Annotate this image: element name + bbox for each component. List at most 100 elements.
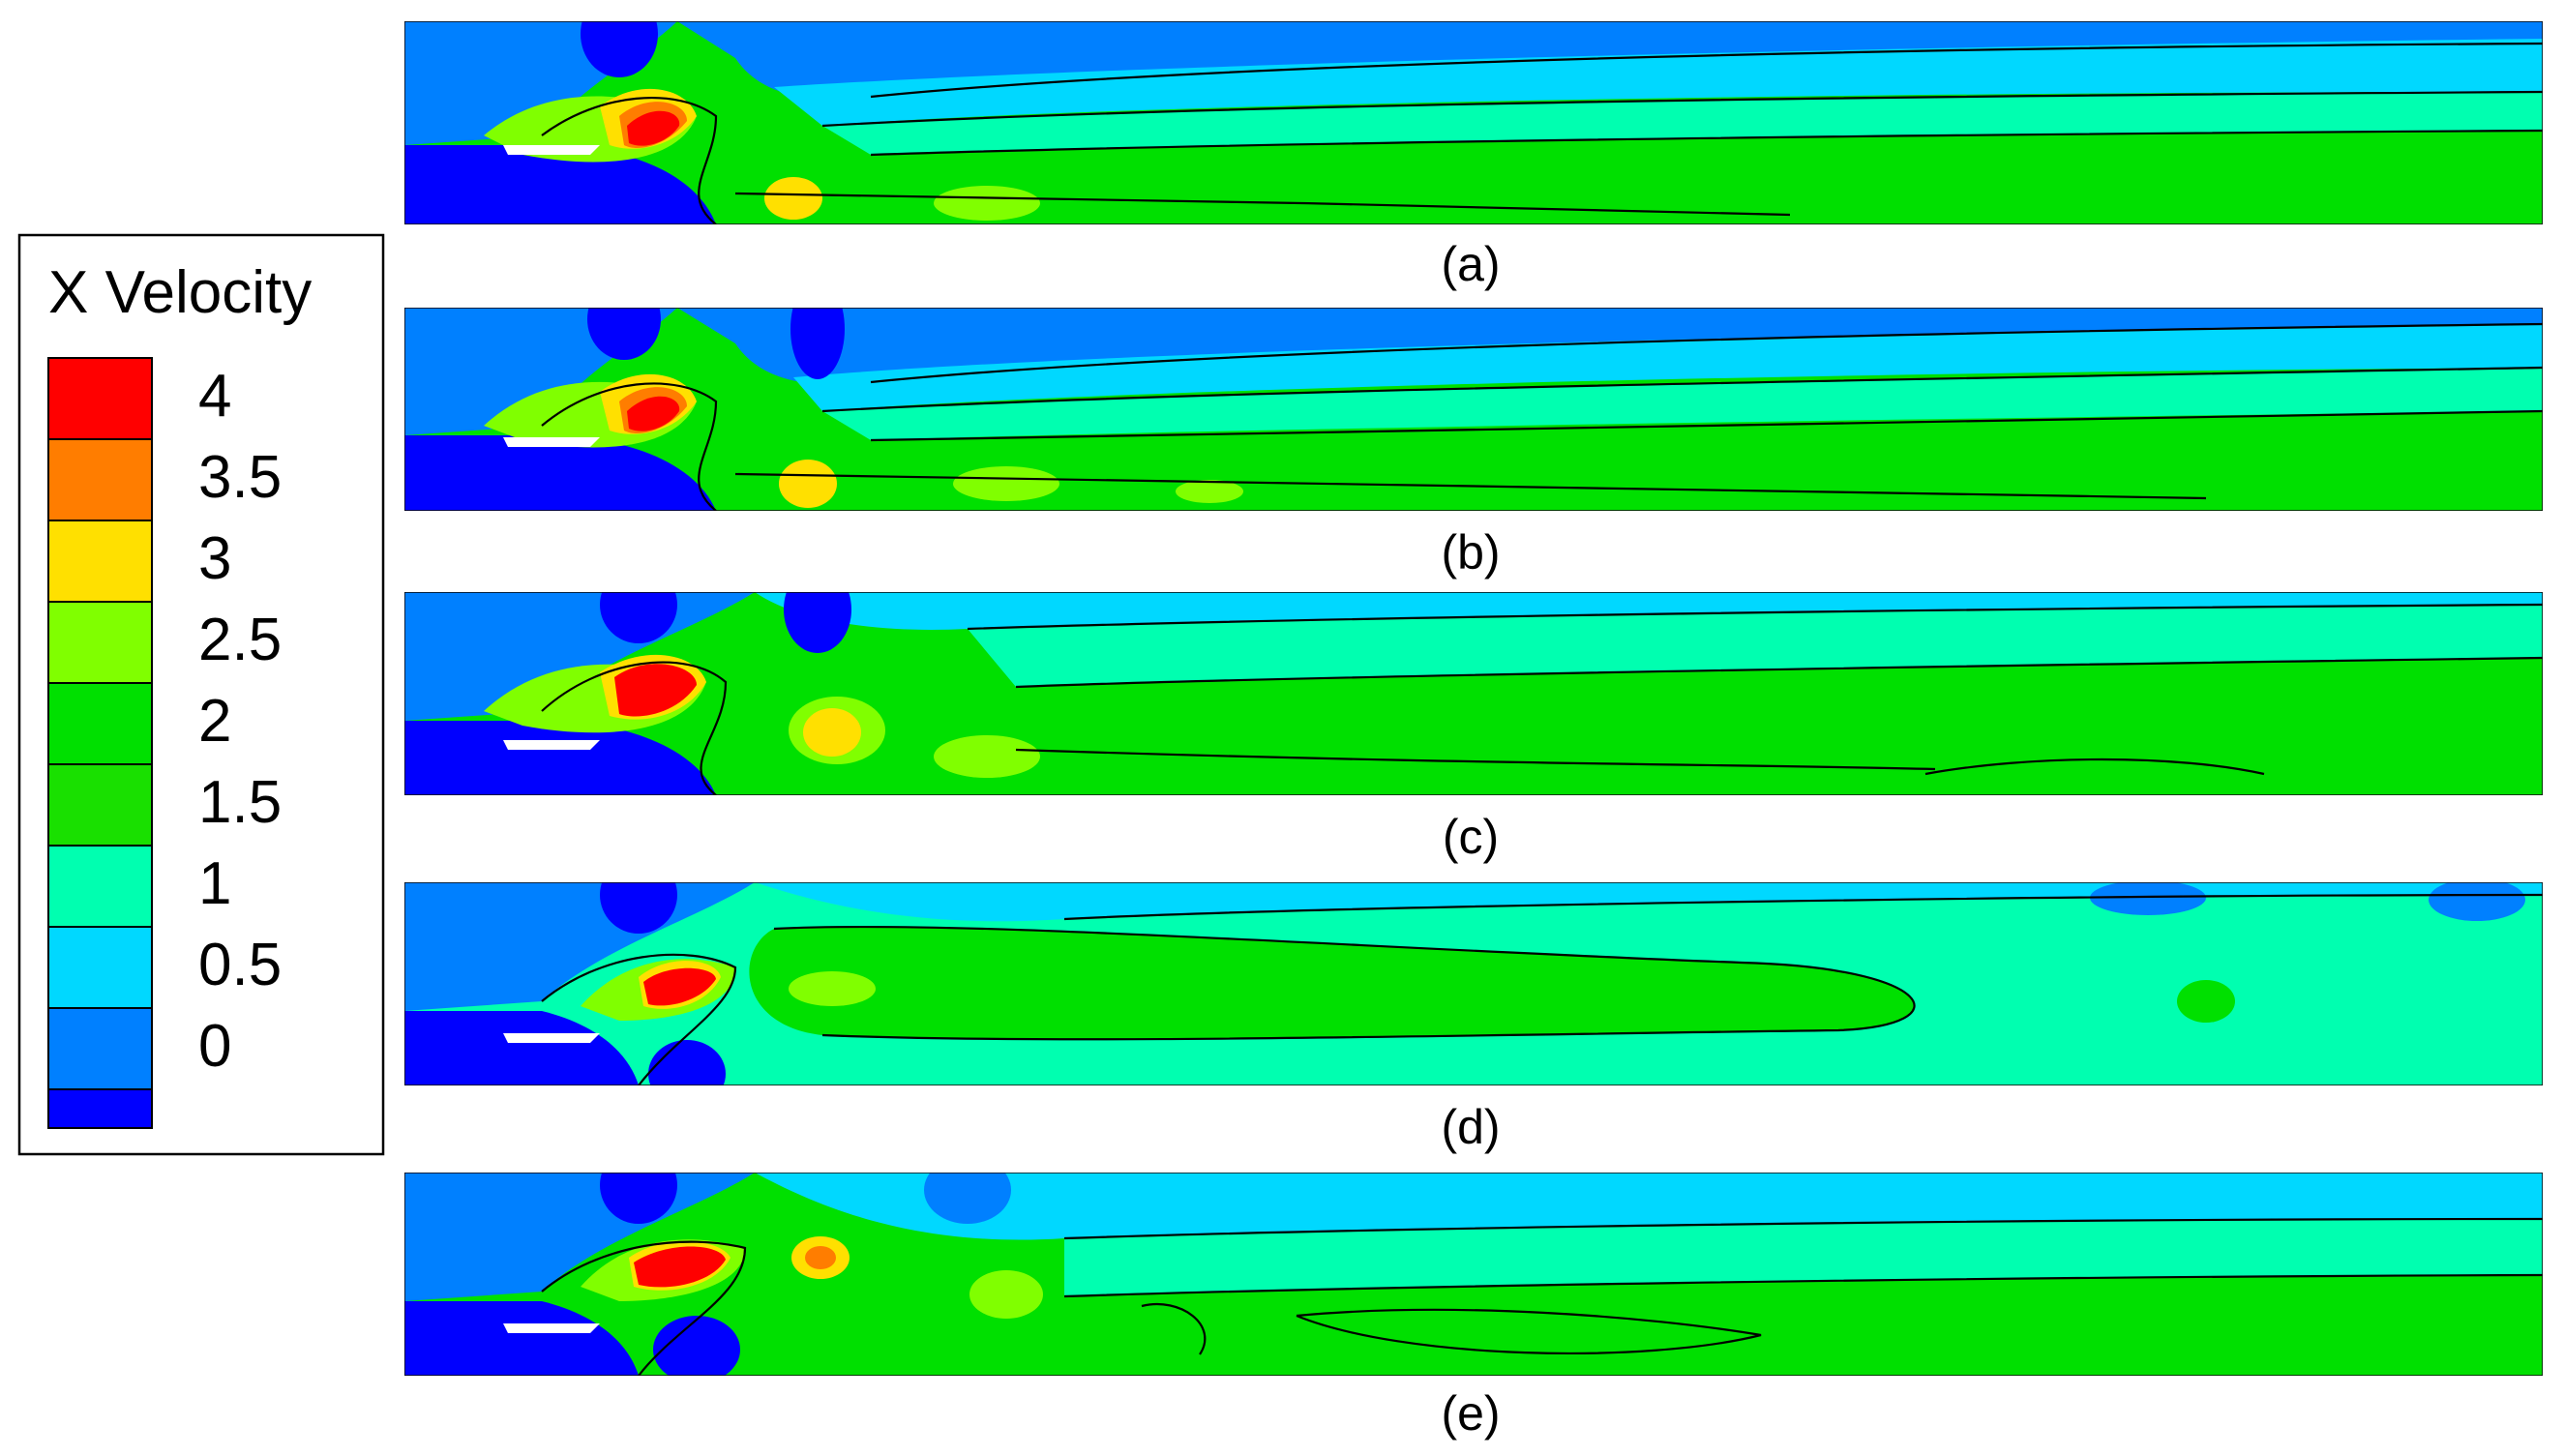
legend-swatch bbox=[47, 763, 153, 847]
region-2-5-blob bbox=[789, 971, 876, 1006]
legend-swatch bbox=[47, 357, 153, 440]
contour-line bbox=[773, 925, 1916, 1041]
contour-line bbox=[1015, 748, 1936, 771]
panel-a bbox=[404, 21, 2543, 224]
legend: X Velocity 4 3.5 3 2.5 2 1.5 1 0.5 0 bbox=[17, 233, 385, 1156]
legend-swatch bbox=[47, 601, 153, 684]
region-1-5-to-2 bbox=[749, 927, 1915, 1040]
region-1-to-1-5 bbox=[968, 605, 2543, 687]
contour-line bbox=[541, 382, 718, 511]
panel-e bbox=[404, 1173, 2543, 1376]
contour-line bbox=[1063, 1273, 2543, 1298]
blade bbox=[503, 740, 600, 750]
panel-b bbox=[404, 308, 2543, 511]
panel-c bbox=[404, 592, 2543, 795]
blade bbox=[503, 1323, 600, 1333]
region-3-blob bbox=[764, 177, 822, 220]
contour-line bbox=[1063, 1217, 2543, 1240]
legend-tick-label: 0.5 bbox=[198, 932, 282, 998]
region-vortex-bottom bbox=[653, 1316, 740, 1376]
region-vortex-top bbox=[600, 882, 677, 934]
region-above-4 bbox=[627, 396, 680, 431]
contour-line bbox=[541, 953, 737, 1085]
contour-line bbox=[1141, 1303, 1207, 1355]
legend-swatch-below bbox=[47, 1088, 153, 1129]
legend-swatch bbox=[47, 1007, 153, 1090]
region-above-4 bbox=[643, 967, 716, 1006]
contour-line bbox=[734, 472, 2207, 500]
contour-line bbox=[967, 603, 2543, 631]
region-above-4 bbox=[634, 1246, 726, 1288]
region-vortex-top bbox=[600, 592, 677, 643]
region-vortex-top bbox=[587, 308, 661, 360]
contour-line bbox=[870, 42, 2543, 99]
contour-line bbox=[821, 366, 2543, 413]
region-0-5-to-1 bbox=[404, 592, 2543, 630]
region-2-5-blob bbox=[934, 186, 1040, 221]
region-vortex-top-2 bbox=[790, 308, 845, 379]
contour-line bbox=[870, 129, 2543, 157]
region-negative bbox=[404, 1011, 639, 1085]
legend-tick-label: 2.5 bbox=[198, 607, 282, 673]
region-0-5-to-1 bbox=[404, 882, 2543, 922]
region-3-blob bbox=[779, 460, 837, 508]
region-3-blob bbox=[803, 708, 861, 757]
region-1-5-blob bbox=[2177, 980, 2235, 1023]
region-negative bbox=[404, 435, 716, 511]
legend-title: X Velocity bbox=[48, 259, 312, 326]
legend-swatch bbox=[47, 926, 153, 1009]
contour-line bbox=[541, 661, 728, 795]
contour-line bbox=[1924, 758, 2265, 776]
region-vortex-bottom bbox=[648, 1040, 726, 1085]
region-0-5-to-1 bbox=[793, 324, 2543, 411]
contour-line bbox=[541, 97, 718, 224]
blade bbox=[503, 145, 600, 155]
contour-line bbox=[821, 90, 2543, 128]
panel-label-c: (c) bbox=[1443, 810, 1499, 864]
region-negative bbox=[404, 145, 716, 224]
region-vortex-top-2 bbox=[784, 592, 851, 653]
region-2-5-blob bbox=[953, 466, 1059, 501]
region-2-5-blob bbox=[934, 735, 1040, 778]
panel-label-b: (b) bbox=[1441, 525, 1500, 579]
contour-line bbox=[541, 1240, 747, 1376]
region-3-5-blob bbox=[805, 1246, 836, 1269]
legend-swatch bbox=[47, 682, 153, 765]
blade bbox=[503, 1033, 600, 1043]
region-vortex-top bbox=[600, 1173, 677, 1224]
legend-tick-label: 3 bbox=[198, 525, 231, 592]
panel-d bbox=[404, 882, 2543, 1085]
region-1-to-1-5 bbox=[822, 92, 2543, 155]
contour-line bbox=[1296, 1308, 1762, 1354]
contour-line bbox=[870, 322, 2543, 384]
legend-tick-label: 0 bbox=[198, 1013, 231, 1080]
region-vortex-top-4 bbox=[2429, 882, 2525, 921]
blade bbox=[503, 437, 600, 447]
region-2-5-blob bbox=[1176, 480, 1243, 503]
region-0-5-to-1 bbox=[774, 39, 2543, 126]
contour-line bbox=[734, 192, 1791, 217]
region-2-5-blob bbox=[969, 1270, 1043, 1319]
contour-line bbox=[1015, 656, 2543, 689]
legend-tick-label: 2 bbox=[198, 688, 231, 755]
legend-swatch bbox=[47, 438, 153, 521]
panel-label-e: (e) bbox=[1441, 1386, 1500, 1441]
region-vortex-top-2 bbox=[924, 1173, 1011, 1224]
legend-swatch bbox=[47, 845, 153, 928]
legend-tick-label: 1.5 bbox=[198, 769, 282, 836]
contour-line bbox=[1063, 893, 2543, 921]
region-vortex-top bbox=[581, 21, 658, 77]
panel-label-d: (d) bbox=[1441, 1100, 1500, 1154]
legend-tick-label: 1 bbox=[198, 850, 231, 917]
region-above-4 bbox=[627, 110, 680, 146]
region-negative bbox=[404, 1301, 639, 1376]
region-negative bbox=[404, 721, 716, 795]
legend-tick-label: 4 bbox=[198, 363, 231, 430]
legend-swatch bbox=[47, 520, 153, 603]
region-1-to-1-5 bbox=[822, 368, 2543, 440]
panel-label-a: (a) bbox=[1441, 237, 1500, 291]
region-above-4 bbox=[614, 664, 697, 717]
region-vortex-top-3 bbox=[2090, 882, 2206, 915]
